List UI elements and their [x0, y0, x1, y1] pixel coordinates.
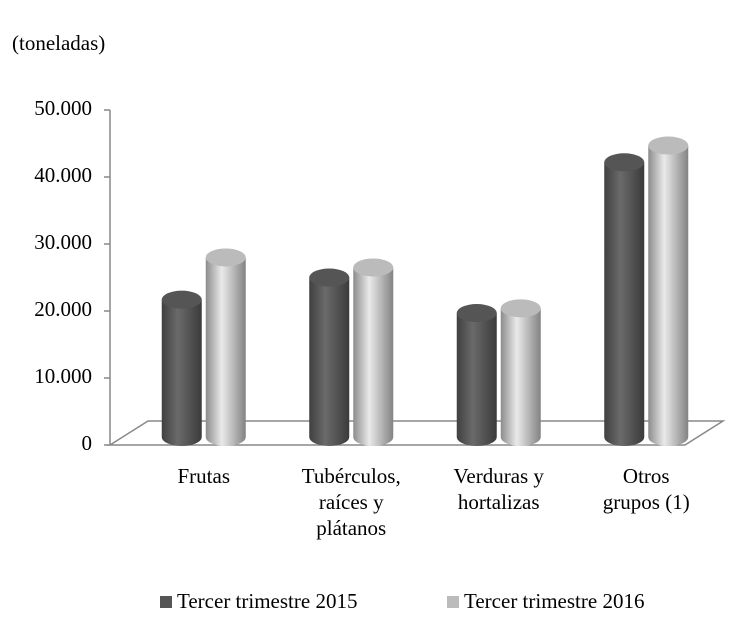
bar-top — [500, 299, 541, 318]
x-tick-label: Frutas — [177, 464, 231, 488]
bar-top — [353, 258, 394, 277]
x-tick-label: Otros grupos (1) — [602, 464, 690, 514]
bar-body — [309, 277, 350, 446]
bar-body — [648, 145, 689, 447]
bar — [604, 153, 645, 447]
bar — [456, 304, 497, 446]
y-tick-label: 0 — [82, 431, 93, 455]
bar-top — [604, 153, 645, 172]
bar-body — [456, 313, 497, 446]
y-tick-label: 50.000 — [34, 96, 92, 120]
legend-swatch — [447, 596, 459, 608]
legend-swatch — [160, 596, 172, 608]
bar-top — [205, 248, 246, 267]
y-axis-label: (toneladas) — [12, 31, 105, 55]
bar-body — [604, 162, 645, 447]
bar-top — [161, 290, 202, 309]
bar — [648, 136, 689, 447]
bar-body — [161, 299, 202, 446]
bar-top — [309, 268, 350, 287]
y-tick-label: 20.000 — [34, 297, 92, 321]
bar-body — [353, 267, 394, 446]
legend-label: Tercer trimestre 2016 — [464, 589, 644, 613]
bar-body — [205, 257, 246, 446]
y-tick-label: 40.000 — [34, 163, 92, 187]
bar-body — [500, 308, 541, 446]
bar — [353, 258, 394, 446]
floor — [107, 420, 726, 446]
y-tick-label: 10.000 — [34, 364, 92, 388]
bar-top — [456, 304, 497, 323]
bar — [161, 290, 202, 446]
bar-top — [648, 136, 689, 155]
bar — [500, 299, 541, 446]
legend-label: Tercer trimestre 2015 — [177, 589, 357, 613]
x-tick-label: Tubérculos, raíces y plátanos — [301, 464, 401, 540]
bar — [205, 248, 246, 446]
x-tick-label: Verduras y hortalizas — [453, 464, 544, 514]
y-tick-label: 30.000 — [34, 230, 92, 254]
bar — [309, 268, 350, 446]
